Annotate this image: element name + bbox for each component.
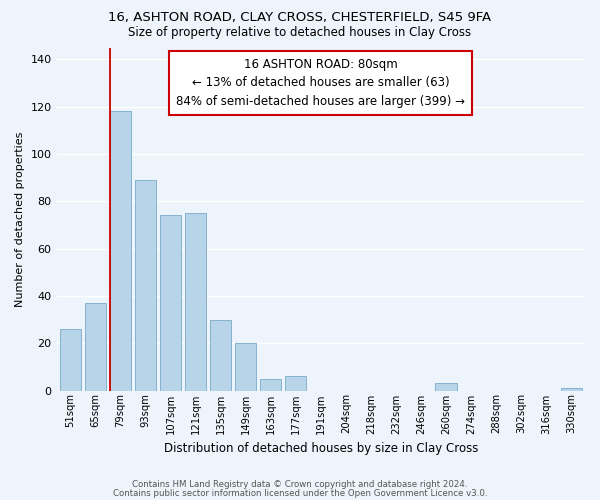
Bar bbox=[185, 213, 206, 390]
Bar bbox=[85, 303, 106, 390]
Bar bbox=[110, 112, 131, 390]
Text: Contains HM Land Registry data © Crown copyright and database right 2024.: Contains HM Land Registry data © Crown c… bbox=[132, 480, 468, 489]
Bar bbox=[436, 384, 457, 390]
Text: 16, ASHTON ROAD, CLAY CROSS, CHESTERFIELD, S45 9FA: 16, ASHTON ROAD, CLAY CROSS, CHESTERFIEL… bbox=[109, 12, 491, 24]
Bar bbox=[560, 388, 582, 390]
Bar bbox=[285, 376, 307, 390]
Bar bbox=[210, 320, 231, 390]
Bar bbox=[260, 378, 281, 390]
Bar bbox=[235, 343, 256, 390]
Bar bbox=[160, 216, 181, 390]
Bar bbox=[59, 329, 81, 390]
Text: Size of property relative to detached houses in Clay Cross: Size of property relative to detached ho… bbox=[128, 26, 472, 39]
Y-axis label: Number of detached properties: Number of detached properties bbox=[15, 132, 25, 306]
Text: Contains public sector information licensed under the Open Government Licence v3: Contains public sector information licen… bbox=[113, 489, 487, 498]
Text: 16 ASHTON ROAD: 80sqm
← 13% of detached houses are smaller (63)
84% of semi-deta: 16 ASHTON ROAD: 80sqm ← 13% of detached … bbox=[176, 58, 465, 108]
Bar bbox=[135, 180, 156, 390]
X-axis label: Distribution of detached houses by size in Clay Cross: Distribution of detached houses by size … bbox=[164, 442, 478, 455]
